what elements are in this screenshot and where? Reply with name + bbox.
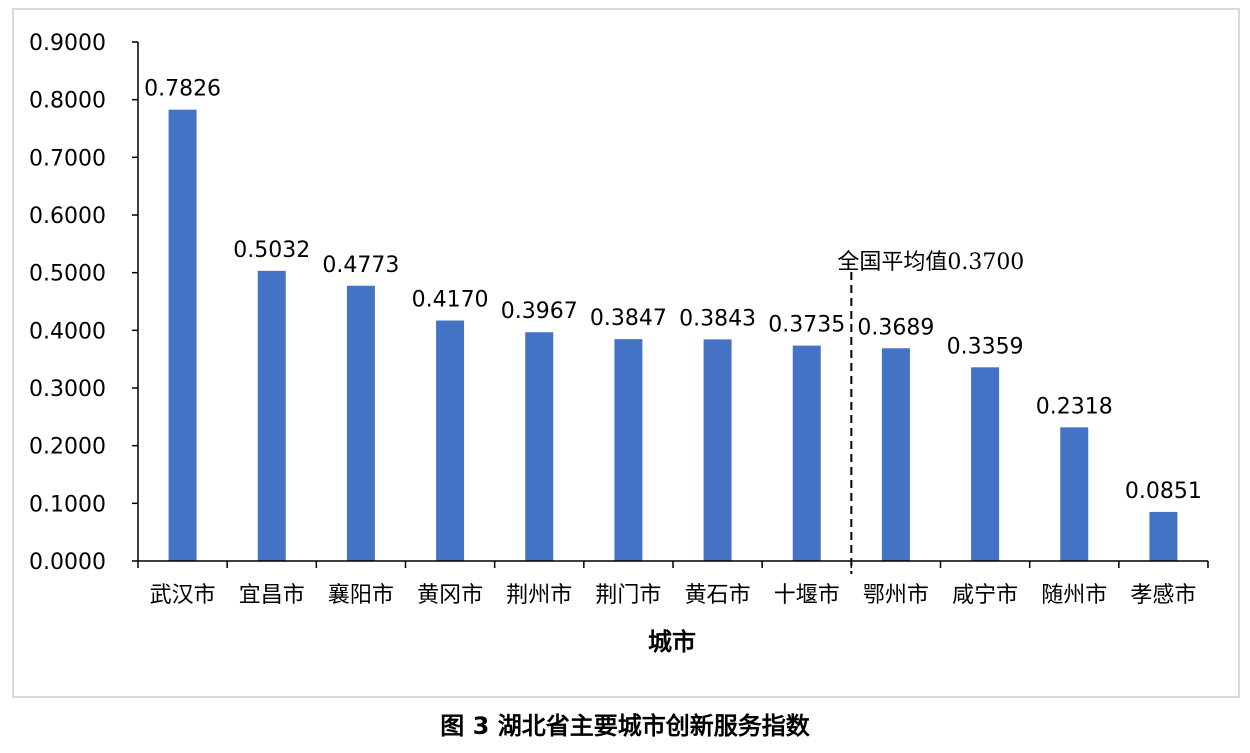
data-label: 0.0851 <box>1125 479 1202 504</box>
bar <box>257 270 286 561</box>
bar <box>346 285 375 561</box>
y-tick-label: 0.4000 <box>29 319 106 344</box>
category-label: 荆门市 <box>595 583 661 608</box>
y-tick-label: 0.9000 <box>29 31 106 56</box>
y-tick-label: 0.1000 <box>29 492 106 517</box>
data-label: 0.3359 <box>947 334 1024 359</box>
bar-chart: 0.0000 0.1000 0.2000 0.3000 0.4000 0.5000 0.60… <box>29 31 1209 656</box>
y-tick-label: 0.6000 <box>29 204 106 229</box>
bar <box>525 332 554 561</box>
data-label: 0.3843 <box>679 306 756 331</box>
data-labels: 0.7826 0.5032 0.4773 0.4170 0.3967 0.3847 0.38… <box>144 77 1202 504</box>
data-label: 0.5032 <box>233 238 310 263</box>
category-label: 黄冈市 <box>417 583 483 608</box>
data-label: 0.3967 <box>501 299 578 324</box>
bar <box>792 345 821 561</box>
y-tick-label: 0.5000 <box>29 262 106 287</box>
data-label: 0.4773 <box>322 253 399 278</box>
bar <box>168 109 197 561</box>
bar <box>703 339 732 561</box>
category-label: 襄阳市 <box>328 583 394 608</box>
bar <box>971 367 1000 561</box>
bar <box>1149 511 1178 561</box>
category-label: 黄石市 <box>685 583 751 608</box>
bar <box>1060 427 1089 561</box>
data-label: 0.4170 <box>412 288 489 313</box>
category-labels: 武汉市 宜昌市 襄阳市 黄冈市 荆州市 荆门市 黄石市 十堰市 鄂州市 咸宁市 随州市 孝感市 <box>150 583 1197 608</box>
data-label: 0.3689 <box>857 315 934 340</box>
average-reference: 全国平均值0.3700 <box>837 250 1024 574</box>
axes <box>132 41 1209 568</box>
data-label: 0.2318 <box>1036 394 1113 419</box>
data-label: 0.7826 <box>144 77 221 102</box>
bar <box>436 320 465 561</box>
bar <box>614 339 643 561</box>
y-tick-label: 0.0000 <box>29 550 106 575</box>
y-axis-ticks: 0.0000 0.1000 0.2000 0.3000 0.4000 0.5000 0.60… <box>29 31 106 575</box>
category-label: 孝感市 <box>1130 583 1196 608</box>
average-label: 全国平均值0.3700 <box>837 250 1024 275</box>
y-tick-label: 0.7000 <box>29 146 106 171</box>
y-tick-label: 0.2000 <box>29 435 106 460</box>
data-label: 0.3847 <box>590 306 667 331</box>
data-label: 0.3735 <box>768 313 845 338</box>
bar <box>881 348 910 561</box>
bars <box>168 109 1178 561</box>
category-label: 宜昌市 <box>239 583 305 608</box>
category-label: 咸宁市 <box>952 583 1018 608</box>
category-label: 十堰市 <box>774 583 840 608</box>
figure-caption: 图 3 湖北省主要城市创新服务指数 <box>440 712 810 740</box>
y-tick-label: 0.3000 <box>29 377 106 402</box>
y-tick-label: 0.8000 <box>29 89 106 114</box>
category-label: 鄂州市 <box>863 583 929 608</box>
category-label: 荆州市 <box>506 583 572 608</box>
category-label: 武汉市 <box>150 583 216 608</box>
x-axis-title: 城市 <box>648 628 696 656</box>
category-label: 随州市 <box>1041 583 1107 608</box>
